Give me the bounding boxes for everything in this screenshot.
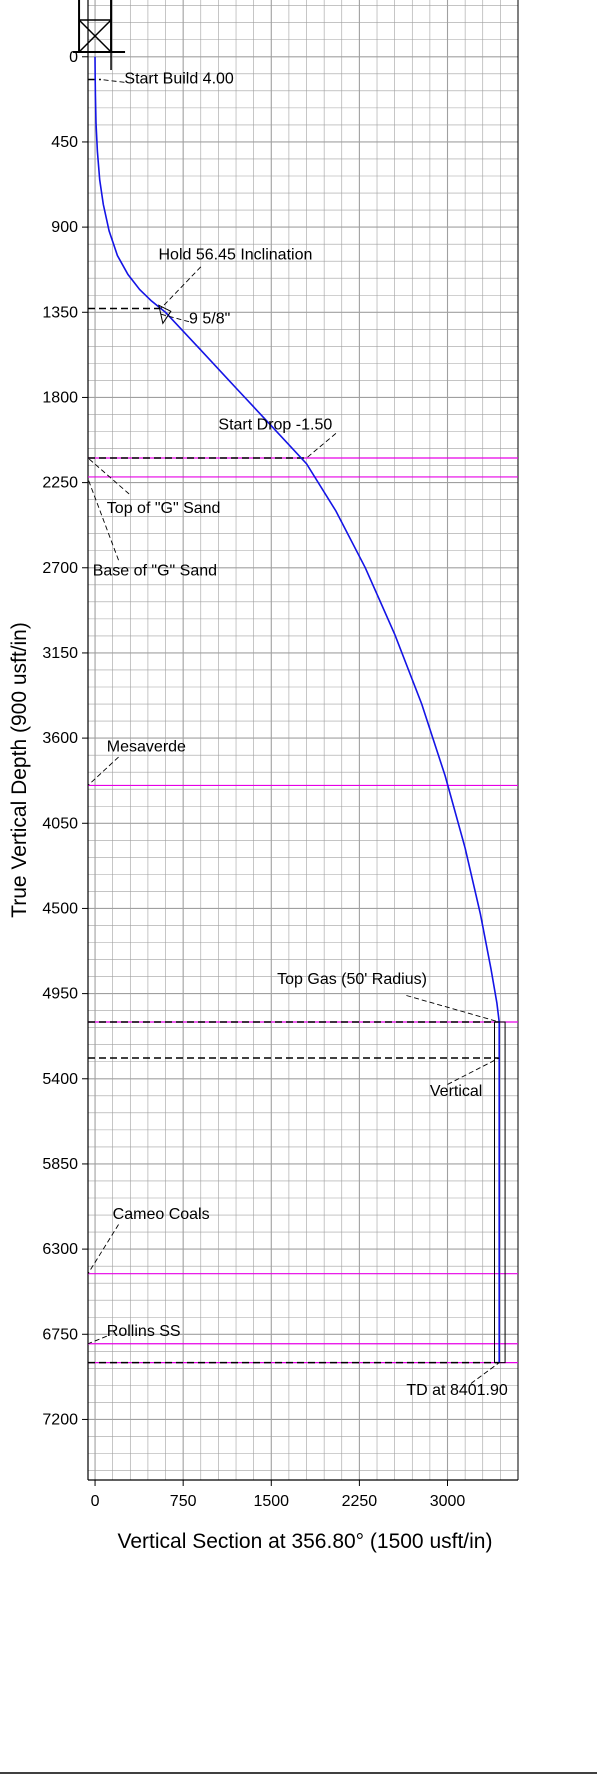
- x-tick-label: 2250: [342, 1493, 378, 1510]
- annotation-leader: [306, 433, 337, 459]
- y-tick-label: 1800: [42, 389, 78, 406]
- y-tick-label: 2700: [42, 560, 78, 577]
- y-tick-label: 2250: [42, 475, 78, 492]
- y-tick-label: 5400: [42, 1071, 78, 1088]
- x-tick-label: 3000: [430, 1493, 466, 1510]
- annotation-label: Top Gas (50' Radius): [277, 971, 427, 988]
- target-cylinder-outline: [494, 1021, 506, 1364]
- y-tick-label: 6300: [42, 1241, 78, 1258]
- annotation-label: Start Drop -1.50: [218, 417, 332, 434]
- annotation-leader: [87, 478, 119, 561]
- casing-shoe-marker: [158, 304, 172, 325]
- annotation-label: 9 5/8": [189, 311, 230, 328]
- x-tick-label: 0: [91, 1493, 100, 1510]
- y-tick-label: 4950: [42, 986, 78, 1003]
- annotation-label: Start Build 4.00: [124, 70, 234, 87]
- y-tick-label: 3150: [42, 645, 78, 662]
- annotation-label: TD at 8401.90: [406, 1382, 508, 1399]
- y-tick-label: 6750: [42, 1326, 78, 1343]
- annotation-label: Mesaverde: [107, 738, 186, 755]
- annotation-leader: [406, 995, 500, 1023]
- annotation-layer: Start Build 4.00 Hold 56.45 Inclination 9 …: [87, 70, 508, 1399]
- drilling-rig-icon: [73, 0, 126, 70]
- x-axis-title: Vertical Section at 356.80° (1500 usft/i…: [118, 1530, 493, 1553]
- tick-layer: 0 750 1500 2250 3000 0 450 900 1350 1800 2250 2700 3…: [42, 49, 465, 1510]
- rig-brace: [78, 19, 112, 53]
- x-tick-label: 1500: [253, 1493, 289, 1510]
- annotation-leader: [447, 1057, 500, 1085]
- annotation-leader: [87, 1335, 107, 1345]
- annotation-leader: [100, 79, 125, 83]
- annotation-leader: [87, 756, 119, 786]
- y-tick-label: 450: [51, 134, 78, 151]
- y-tick-label: 1350: [42, 304, 78, 321]
- wellpath-layer: [94, 56, 506, 1364]
- y-tick-label: 5850: [42, 1156, 78, 1173]
- y-tick-label: 4050: [42, 815, 78, 832]
- y-tick-label: 0: [69, 49, 78, 66]
- annotation-leader: [87, 457, 130, 495]
- annotation-leader: [160, 313, 190, 323]
- y-tick-label: 7200: [42, 1411, 78, 1428]
- annotation-label: Top of "G" Sand: [107, 500, 221, 517]
- formation-layer: [88, 457, 518, 1364]
- wellpath-line: [94, 56, 501, 1363]
- y-tick-label: 4500: [42, 900, 78, 917]
- annotation-label: Base of "G" Sand: [93, 562, 217, 579]
- annotation-leader: [470, 1362, 500, 1384]
- annotation-label: Rollins SS: [107, 1323, 181, 1340]
- y-tick-label: 900: [51, 219, 78, 236]
- y-tick-label: 3600: [42, 730, 78, 747]
- annotation-label: Hold 56.45 Inclination: [158, 246, 312, 263]
- annotation-label: Cameo Coals: [113, 1206, 210, 1223]
- annotation-label: Vertical: [430, 1083, 482, 1100]
- y-axis-title: True Vertical Depth (900 usft/in): [8, 622, 31, 918]
- annotation-leader: [87, 1224, 119, 1274]
- annotation-leader: [160, 266, 202, 309]
- x-tick-label: 750: [170, 1493, 197, 1510]
